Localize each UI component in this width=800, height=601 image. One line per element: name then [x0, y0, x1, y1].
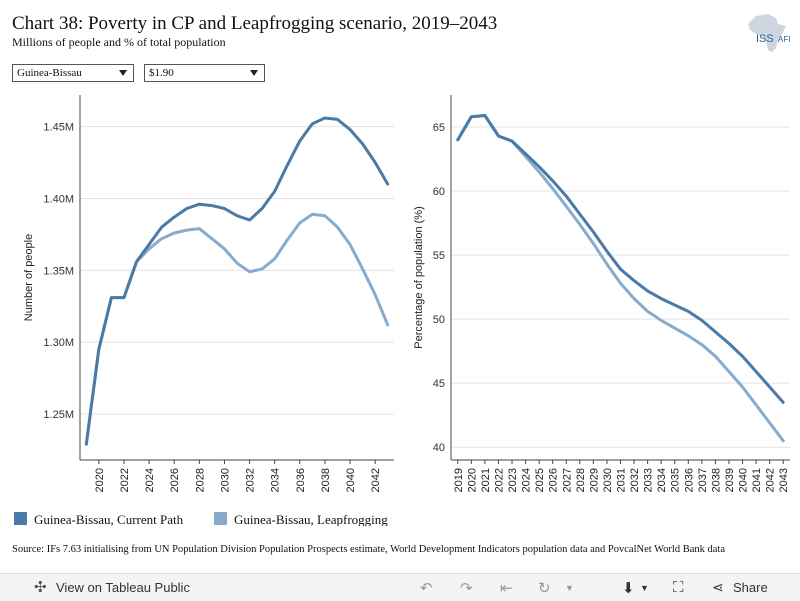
x-tick-label: 2029 — [588, 468, 600, 492]
country-dropdown-value: Guinea-Bissau — [17, 67, 82, 79]
x-tick-label: 2022 — [493, 468, 505, 492]
share-icon: ⋖ — [712, 579, 724, 595]
chart-percentage-of-population: 40 45 50 55 60 65 2019 2020 2021 2022 2023 2024 2025… — [413, 95, 790, 492]
share-label: Share — [733, 580, 768, 595]
y-tick-label: 50 — [433, 314, 445, 326]
x-tick-label: 2024 — [521, 468, 533, 492]
x-tick-label: 2032 — [629, 468, 641, 492]
y-tick-label: 1.45M — [43, 122, 74, 134]
series-line-leapfrogging[interactable] — [456, 114, 785, 443]
x-tick-label: 2033 — [643, 468, 655, 492]
poverty-line-dropdown[interactable]: $1.90 — [144, 64, 265, 82]
x-tick-label: 2020 — [94, 468, 106, 492]
x-tick-label: 2034 — [656, 468, 668, 492]
x-tick-label: 2040 — [345, 468, 357, 492]
legend-swatch-current-path — [14, 512, 27, 525]
x-tick-label: 2041 — [751, 468, 763, 492]
iss-afi-logo: ISS AFI — [742, 12, 792, 54]
y-axis-label: Number of people — [23, 234, 35, 321]
y-tick-label: 1.40M — [43, 193, 74, 205]
y-tick-label: 1.25M — [43, 409, 74, 421]
y-tick-label: 55 — [433, 250, 445, 262]
revert-icon[interactable]: ⇤ — [500, 580, 513, 597]
x-tick-label: 2043 — [778, 468, 790, 492]
x-tick-label: 2032 — [245, 468, 257, 492]
x-tick-label: 2024 — [144, 468, 156, 492]
x-tick-label: 2019 — [453, 468, 465, 492]
country-dropdown[interactable]: Guinea-Bissau — [12, 64, 134, 82]
x-tick-label: 2022 — [119, 468, 131, 492]
y-tick-label: 1.30M — [43, 337, 74, 349]
series-line-leapfrogging[interactable] — [84, 212, 390, 446]
x-tick-label: 2028 — [575, 468, 587, 492]
view-on-tableau-public-label: View on Tableau Public — [56, 580, 190, 595]
x-tick-label: 2035 — [670, 468, 682, 492]
legend-item-current-path[interactable]: Guinea-Bissau, Current Path — [14, 510, 194, 526]
redo-icon[interactable]: ↷ — [460, 580, 473, 597]
x-tick-label: 2042 — [765, 468, 777, 492]
x-tick-label: 2030 — [219, 468, 231, 492]
x-tick-label: 2042 — [370, 468, 382, 492]
chart-subtitle: Millions of people and % of total popula… — [12, 35, 226, 49]
x-tick-label: 2031 — [616, 468, 628, 492]
x-tick-label: 2030 — [602, 468, 614, 492]
y-tick-label: 40 — [433, 442, 445, 454]
x-tick-label: 2038 — [320, 468, 332, 492]
y-tick-label: 65 — [433, 122, 445, 134]
x-tick-label: 2026 — [548, 468, 560, 492]
refresh-icon[interactable]: ↻ — [538, 580, 551, 597]
legend-swatch-leapfrogging — [214, 512, 227, 525]
y-tick-label: 60 — [433, 186, 445, 198]
x-tick-label: 2037 — [697, 468, 709, 492]
x-tick-label: 2038 — [710, 468, 722, 492]
legend-label-leapfrogging: Guinea-Bissau, Leapfrogging — [234, 512, 388, 526]
download-icon[interactable]: ⬇ — [622, 580, 635, 597]
x-tick-label: 2039 — [724, 468, 736, 492]
x-tick-label: 2036 — [295, 468, 307, 492]
pause-dropdown-icon[interactable]: ▼ — [565, 583, 574, 593]
logo-text: ISS — [756, 33, 774, 45]
y-axis-label: Percentage of population (%) — [413, 206, 425, 348]
undo-icon[interactable]: ↶ — [420, 580, 433, 597]
x-tick-label: 2023 — [507, 468, 519, 492]
chevron-down-icon — [250, 70, 258, 76]
series-line-current-path[interactable] — [456, 114, 785, 404]
logo-sub: AFI — [778, 35, 790, 44]
legend-item-leapfrogging[interactable]: Guinea-Bissau, Leapfrogging — [214, 510, 394, 526]
tableau-logo-icon: ✣ — [34, 579, 47, 596]
download-dropdown-icon[interactable]: ▼ — [640, 583, 649, 593]
x-tick-label: 2027 — [561, 468, 573, 492]
x-tick-label: 2034 — [270, 468, 282, 492]
chart-number-of-people: 1.25M 1.30M 1.35M 1.40M 1.45M 2020 2022 2024 202… — [23, 95, 394, 492]
fullscreen-icon[interactable]: ⛶ — [673, 579, 684, 596]
y-tick-label: 45 — [433, 378, 445, 390]
y-tick-label: 1.35M — [43, 265, 74, 277]
x-tick-label: 2028 — [194, 468, 206, 492]
x-tick-label: 2020 — [466, 468, 478, 492]
x-tick-label: 2040 — [738, 468, 750, 492]
source-note: Source: IFs 7.63 initialising from UN Po… — [12, 544, 725, 555]
x-tick-label: 2021 — [480, 468, 492, 492]
x-tick-label: 2026 — [169, 468, 181, 492]
poverty-line-dropdown-value: $1.90 — [149, 67, 174, 79]
legend-label-current-path: Guinea-Bissau, Current Path — [34, 512, 184, 526]
chevron-down-icon — [119, 70, 127, 76]
chart-title: Chart 38: Poverty in CP and Leapfrogging… — [12, 13, 498, 34]
tableau-toolbar: ✣ View on Tableau Public ↶ ↷ ⇤ ↻ ▼ ⬇ ▼ ⛶… — [0, 573, 800, 601]
series-line-current-path[interactable] — [84, 116, 390, 446]
x-tick-label: 2025 — [534, 468, 546, 492]
x-tick-label: 2036 — [683, 468, 695, 492]
